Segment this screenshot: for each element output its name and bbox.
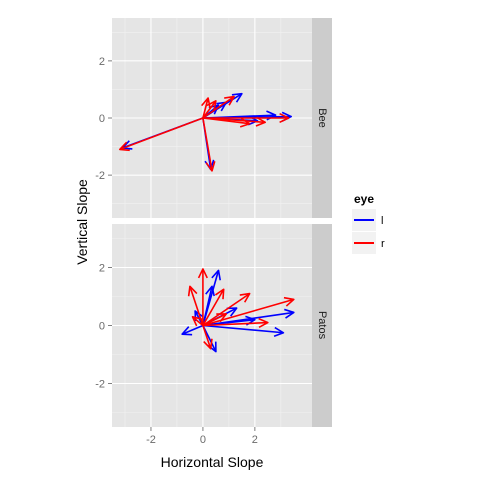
arrow-shaft-r — [202, 117, 250, 125]
x-tick-label: 0 — [200, 434, 206, 446]
arrow-shaft-r — [202, 288, 225, 326]
y-axis-ticks: -2 0 2 — [95, 263, 112, 391]
facet-strip-label: Patos — [316, 311, 328, 340]
y-tick-label: 0 — [99, 321, 105, 333]
arrow-head-r — [191, 315, 203, 327]
legend: eye l r — [352, 192, 385, 254]
arrows — [118, 92, 293, 172]
arrow-shaft-r — [202, 298, 295, 327]
x-axis-title: Horizontal Slope — [161, 454, 264, 470]
arrow-head-l — [205, 285, 215, 297]
arrow-shaft-l — [181, 324, 204, 335]
facet-strip-label: Bee — [316, 108, 328, 128]
arrow-head-r — [214, 288, 225, 300]
arrow-head-r — [201, 97, 211, 108]
y-tick-label: 2 — [99, 263, 105, 275]
x-tick-label: 2 — [252, 434, 258, 446]
arrow-head-r — [224, 95, 235, 106]
arrow-head-l — [273, 326, 285, 338]
x-tick-label: -2 — [146, 434, 156, 446]
arrow-head-l — [181, 326, 193, 336]
arrow-shaft-r — [202, 95, 235, 119]
arrow-head-r — [187, 285, 198, 297]
arrow-shaft-l — [202, 324, 284, 334]
arrow-shaft-r — [202, 117, 213, 171]
facet-panel-bee: Bee -2 0 2 — [95, 18, 332, 218]
arrow-head-r — [279, 112, 290, 124]
arrow-head-l — [211, 269, 222, 281]
y-axis-title: Vertical Slope — [74, 179, 90, 265]
arrow-shaft-r — [192, 316, 204, 327]
arrow-head-r — [216, 313, 228, 323]
y-tick-label: 0 — [99, 113, 105, 125]
arrow-head-l — [284, 308, 295, 319]
arrow-head-r — [239, 117, 251, 128]
arrow-head-l — [231, 92, 243, 103]
arrow-shaft-r — [202, 100, 217, 119]
arrow-shaft-r — [202, 292, 251, 327]
facet-strip — [312, 18, 332, 218]
legend-title: eye — [354, 192, 374, 206]
arrow-shaft-l — [202, 286, 213, 326]
arrow-head-r — [118, 141, 130, 152]
arrow-head-r — [239, 292, 251, 303]
facet-panel-patos: Patos -2 0 2 — [95, 224, 332, 427]
arrow-shaft-r — [119, 117, 204, 151]
y-tick-label: -2 — [95, 379, 105, 391]
arrow-head-r — [197, 268, 208, 279]
y-tick-label: -2 — [95, 170, 105, 182]
gridlines — [112, 224, 312, 427]
arrows — [181, 268, 295, 353]
arrow-head-r — [205, 161, 216, 172]
arrow-head-r — [283, 296, 295, 307]
x-axis-ticks: -2 0 2 — [146, 427, 258, 446]
facet-strip — [312, 224, 332, 427]
arrow-head-r — [255, 116, 267, 127]
arrow-head-r — [203, 338, 213, 350]
arrow-shaft-r — [202, 313, 227, 327]
arrow-shaft-r — [202, 325, 212, 349]
y-axis-ticks: -2 0 2 — [95, 56, 112, 182]
legend-label-r: r — [381, 238, 385, 250]
arrow-shaft-r — [202, 321, 268, 327]
arrow-head-r — [258, 317, 269, 329]
arrow-shaft-r — [202, 97, 209, 119]
arrow-head-l — [226, 307, 238, 317]
legend-label-l: l — [381, 215, 383, 227]
y-tick-label: 2 — [99, 56, 105, 68]
